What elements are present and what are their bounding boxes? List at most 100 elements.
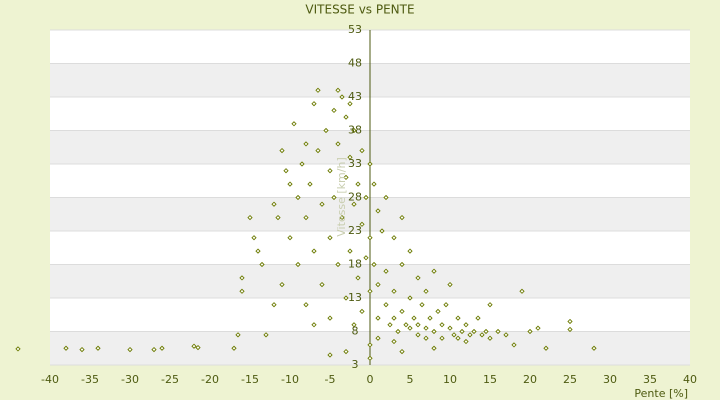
point — [367, 161, 373, 167]
point — [283, 168, 289, 174]
point — [327, 315, 333, 321]
point — [519, 288, 525, 294]
point — [407, 295, 413, 301]
point — [323, 127, 329, 134]
x-tick-label: -20 — [201, 373, 219, 386]
point — [363, 255, 369, 261]
point — [431, 345, 437, 351]
point — [159, 345, 165, 351]
x-tick-label: 35 — [643, 373, 657, 386]
point — [303, 141, 309, 147]
point — [459, 328, 465, 335]
y-tick-label: 23 — [348, 224, 362, 237]
point — [127, 346, 133, 353]
point — [195, 344, 201, 351]
point — [343, 348, 349, 355]
point — [335, 87, 341, 93]
point — [291, 121, 297, 127]
point — [351, 127, 357, 134]
point — [467, 332, 473, 338]
point — [63, 345, 69, 351]
y-tick-label: 8 — [352, 325, 359, 338]
point — [423, 325, 429, 331]
point — [383, 268, 389, 274]
point — [391, 288, 397, 294]
point — [255, 248, 261, 254]
point — [383, 302, 389, 308]
x-tick-label: 0 — [367, 373, 374, 386]
point — [339, 214, 345, 221]
x-tick-label: -15 — [241, 373, 259, 386]
point — [275, 214, 281, 221]
point — [371, 181, 377, 187]
point — [343, 114, 349, 120]
x-tick-label: -35 — [81, 373, 99, 386]
point — [359, 308, 365, 315]
x-tick-label: 40 — [683, 373, 697, 386]
point — [239, 288, 245, 294]
point — [439, 335, 445, 341]
point — [471, 328, 477, 335]
point — [311, 322, 317, 328]
point — [367, 235, 373, 241]
point — [319, 281, 325, 288]
point — [95, 345, 101, 351]
point — [315, 147, 321, 154]
point — [399, 308, 405, 315]
x-tick-label: -5 — [325, 373, 336, 386]
point — [447, 281, 453, 288]
point — [591, 345, 597, 351]
point — [427, 315, 433, 321]
x-tick-label: -10 — [281, 373, 299, 386]
x-tick-label: 30 — [603, 373, 617, 386]
point — [399, 261, 405, 268]
point — [487, 335, 493, 341]
point — [455, 315, 461, 321]
y-tick-label: 3 — [352, 358, 359, 371]
point — [407, 248, 413, 254]
point — [367, 355, 373, 361]
point — [239, 275, 245, 281]
point — [343, 295, 349, 301]
y-tick-label: 53 — [348, 23, 362, 36]
point — [287, 181, 293, 187]
point — [359, 147, 365, 154]
point — [259, 261, 265, 268]
point — [435, 308, 441, 315]
x-tick-label: 5 — [407, 373, 414, 386]
point — [431, 268, 437, 274]
point — [287, 235, 293, 241]
point — [567, 318, 573, 325]
point — [395, 328, 401, 335]
point — [391, 338, 397, 345]
point — [391, 315, 397, 321]
point — [431, 328, 437, 335]
point — [327, 235, 333, 241]
point — [367, 342, 373, 348]
point — [303, 214, 309, 221]
point — [279, 281, 285, 288]
point — [487, 302, 493, 308]
x-tick-label: 20 — [523, 373, 537, 386]
point — [423, 288, 429, 294]
point — [367, 288, 373, 294]
x-tick-label: 25 — [563, 373, 577, 386]
point — [343, 174, 349, 181]
y-tick-label: 33 — [348, 157, 362, 170]
point — [451, 332, 457, 338]
point — [423, 335, 429, 341]
point — [191, 343, 197, 349]
point — [331, 107, 337, 114]
point — [383, 194, 389, 201]
y-tick-label: 28 — [348, 191, 362, 204]
point — [463, 338, 469, 345]
point — [375, 315, 381, 321]
x-tick-label: -30 — [121, 373, 139, 386]
point — [335, 141, 341, 147]
point — [375, 335, 381, 341]
point — [447, 325, 453, 331]
point — [347, 154, 353, 160]
point — [327, 168, 333, 174]
